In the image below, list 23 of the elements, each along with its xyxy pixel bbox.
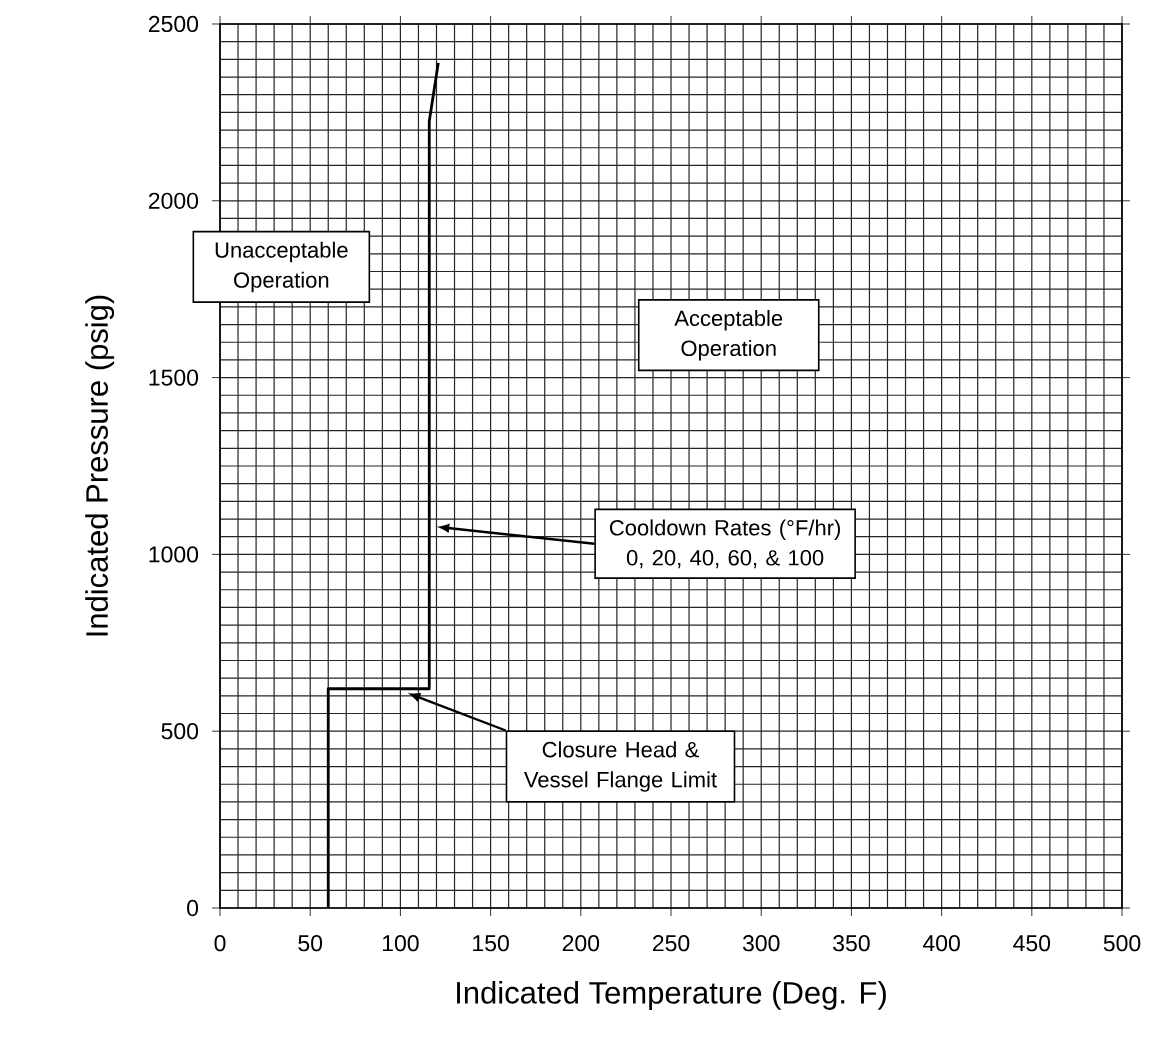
x-tick-label: 200 (562, 935, 600, 952)
x-tick-label: 500 (1103, 935, 1141, 952)
y-tick-label: 0 (187, 899, 199, 917)
annotation: Unacceptable Operation (215, 241, 348, 293)
y-tick-label: 2000 (148, 192, 199, 209)
x-axis-title: Indicated Temperature (Deg. F) (457, 981, 886, 1010)
y-tick-label: 500 (161, 723, 199, 740)
y-axis-title: Indicated Pressure (psig) (85, 295, 115, 636)
y-tick-label: 1500 (149, 369, 199, 386)
y-tick-label: 2500 (148, 15, 199, 33)
x-tick-label: 450 (1013, 935, 1051, 952)
x-tick-label: 350 (833, 935, 870, 952)
x-tick-label: 250 (652, 935, 690, 952)
x-tick-label: 150 (473, 935, 509, 952)
annotation: Cooldown Rates (°F/hr) 0, 20, 40, 60, & 100 (609, 519, 840, 569)
y-tick-label: 1000 (149, 546, 199, 563)
x-tick-label: 400 (922, 935, 960, 952)
x-tick-label: 50 (298, 935, 323, 952)
x-tick-label: 0 (214, 935, 226, 952)
x-tick-label: 300 (742, 935, 780, 952)
annotation: Acceptable Operation (674, 309, 783, 361)
x-tick-label: 100 (382, 935, 419, 952)
annotation: Closure Head & Vessel Flange Limit (523, 741, 717, 792)
